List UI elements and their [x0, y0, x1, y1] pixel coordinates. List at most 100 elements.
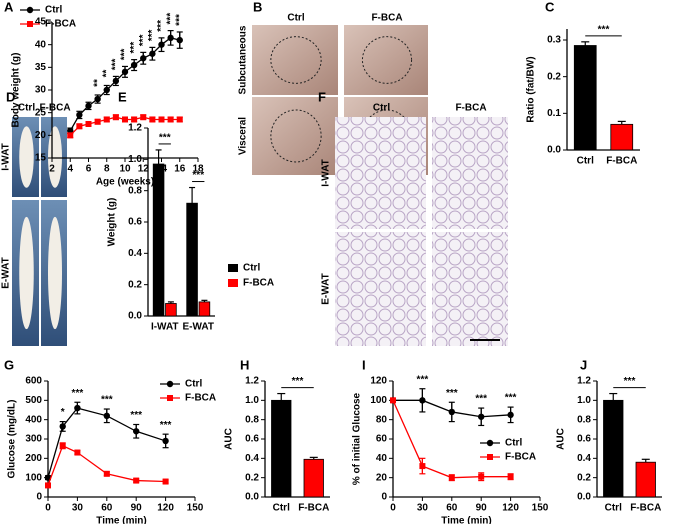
panel-letter: F	[318, 89, 326, 104]
x-tick-label: I-WAT	[151, 322, 179, 333]
x-tick-label: Ctrl	[577, 156, 594, 167]
panel-letter: A	[4, 0, 14, 14]
data-point	[45, 482, 51, 489]
y-tick-label: 0.2	[547, 71, 561, 82]
data-point	[59, 423, 66, 430]
x-tick-label: F-BCA	[298, 503, 329, 514]
legend-label: Ctrl	[45, 5, 62, 16]
data-point	[74, 449, 81, 456]
legend-label: Ctrl	[505, 438, 522, 449]
significance: **	[92, 79, 103, 87]
y-tick-label: 0.2	[128, 279, 142, 290]
legend-label: F-BCA	[243, 278, 274, 289]
legend-marker	[27, 21, 33, 27]
photo	[335, 117, 426, 229]
significance: **	[101, 69, 112, 77]
series-line	[47, 407, 166, 478]
y-axis-label: AUC	[224, 428, 235, 450]
x-tick-label: 30	[72, 503, 84, 514]
y-tick-label: 20	[376, 472, 388, 483]
data-point	[167, 116, 174, 123]
x-tick-label: 0	[390, 503, 396, 514]
significance: ***	[111, 58, 122, 70]
y-tick-label: 0.4	[245, 453, 259, 464]
y-axis-label: % of initial Glucose	[352, 392, 363, 485]
x-tick-label: 10	[119, 164, 131, 175]
significance: ***	[505, 393, 517, 404]
data-point	[103, 86, 110, 94]
x-tick-label: 12	[138, 164, 150, 175]
y-tick-label: 80	[376, 414, 388, 425]
data-point	[74, 404, 81, 412]
row-label: I-WAT	[1, 143, 12, 171]
y-tick-label: 45	[35, 17, 47, 28]
y-tick-label: 0	[381, 492, 387, 503]
significance: ***	[130, 410, 142, 421]
column-label: F-BCA	[455, 103, 486, 114]
y-tick-label: 120	[370, 376, 387, 387]
y-tick-label: 0.8	[245, 414, 259, 425]
bar	[152, 163, 165, 317]
series-line	[47, 444, 166, 486]
data-point	[140, 55, 147, 62]
y-tick-label: 0.3	[547, 35, 561, 46]
x-tick-label: 2	[49, 164, 55, 175]
x-tick-label: Ctrl	[273, 503, 290, 514]
data-point	[112, 114, 119, 121]
bar	[186, 202, 198, 317]
column-label: F-BCA	[39, 103, 70, 114]
legend-label: F-BCA	[185, 393, 216, 404]
significance: ***	[120, 48, 131, 60]
photo	[344, 25, 428, 95]
data-point	[507, 473, 514, 480]
data-point	[140, 114, 147, 121]
x-axis-label: Age (weeks)	[96, 177, 154, 188]
y-tick-label: 0.4	[577, 453, 591, 464]
y-tick-label: 100	[370, 395, 387, 406]
data-point	[176, 116, 183, 123]
data-point	[162, 478, 169, 485]
column-label: F-BCA	[371, 13, 402, 24]
significance: ***	[417, 374, 429, 385]
data-point	[94, 95, 101, 103]
y-tick-label: 400	[25, 414, 42, 425]
tissue	[19, 216, 34, 330]
significance: ***	[160, 420, 172, 431]
y-tick-label: 600	[25, 376, 42, 387]
data-point	[419, 463, 426, 470]
y-tick-label: 200	[25, 453, 42, 464]
panel-letter: G	[4, 357, 14, 372]
legend-marker	[26, 6, 34, 14]
significance: ***	[147, 29, 158, 41]
y-tick-label: 1.0	[128, 154, 142, 165]
data-point	[85, 121, 92, 127]
legend-marker	[487, 454, 493, 460]
bar	[198, 301, 211, 317]
y-tick-label: 0.0	[128, 311, 142, 322]
significance: ***	[138, 34, 149, 46]
panel-letter: C	[545, 0, 555, 14]
legend-marker	[166, 380, 174, 388]
data-point	[85, 102, 92, 110]
legend-label: Ctrl	[243, 263, 260, 274]
data-point	[76, 123, 83, 130]
data-point	[103, 470, 110, 477]
panel-letter: D	[6, 89, 15, 104]
data-point	[478, 473, 485, 480]
x-tick-label: 0	[45, 503, 51, 514]
y-axis-label: AUC	[556, 428, 567, 450]
data-point	[131, 116, 138, 123]
fat-outline	[270, 109, 322, 163]
legend-label: Ctrl	[185, 379, 202, 390]
row-label: E-WAT	[1, 257, 12, 288]
significance: ***	[159, 133, 171, 144]
significance: ***	[156, 20, 167, 32]
y-tick-label: 1.2	[128, 123, 142, 134]
y-tick-label: 1.0	[245, 395, 259, 406]
data-point	[59, 442, 66, 449]
y-tick-label: 30	[35, 85, 47, 96]
legend-label: F-BCA	[45, 19, 76, 30]
legend-marker	[167, 395, 173, 401]
x-tick-label: 18	[192, 164, 204, 175]
significance: ***	[624, 376, 636, 387]
